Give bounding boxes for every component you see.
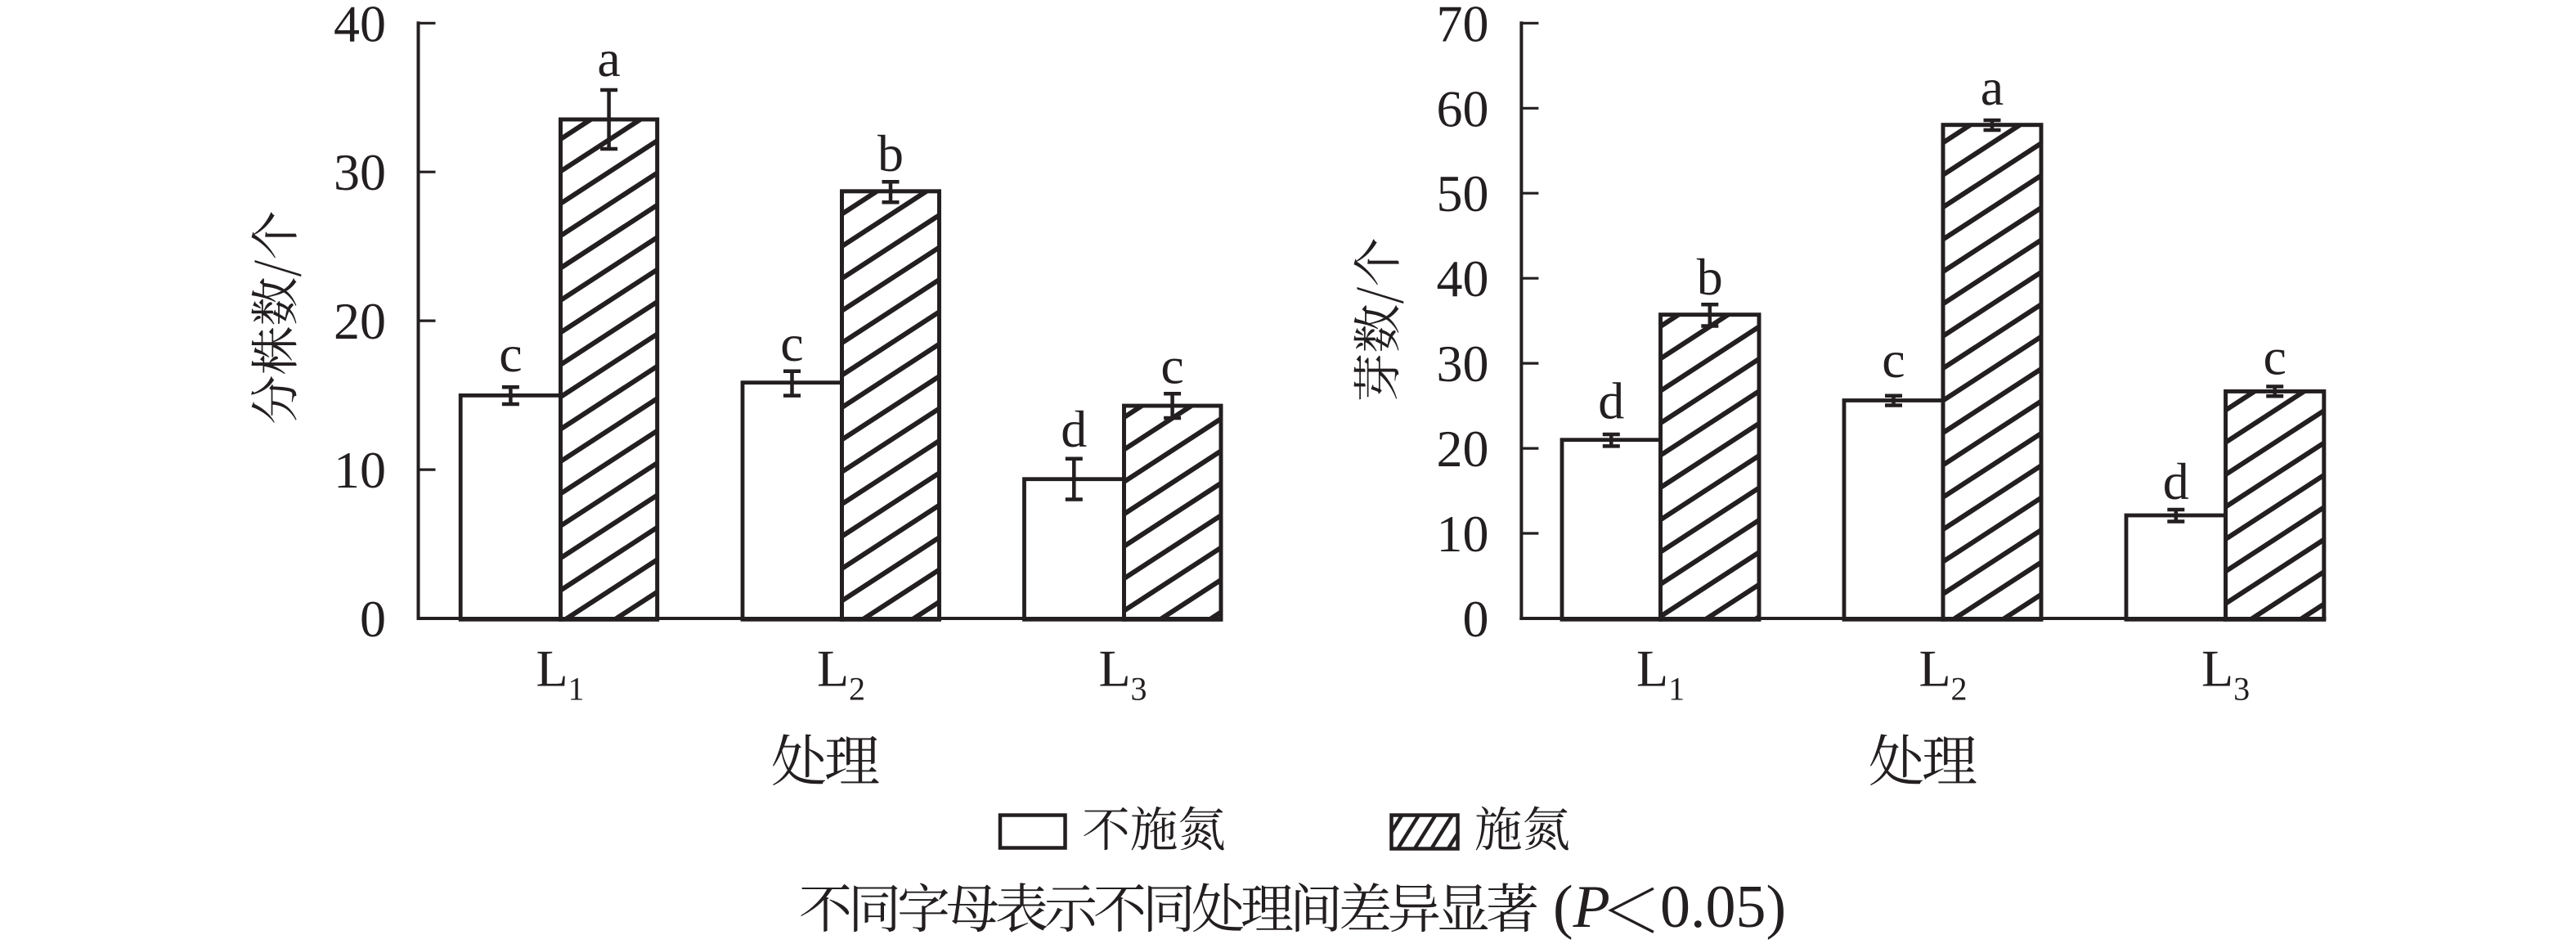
svg-text:0: 0 xyxy=(360,590,386,648)
svg-text:c: c xyxy=(780,314,803,372)
svg-text:30: 30 xyxy=(334,143,386,201)
svg-text:d: d xyxy=(1061,400,1087,458)
svg-text:60: 60 xyxy=(1437,79,1489,137)
svg-text:c: c xyxy=(2263,327,2286,385)
svg-text:b: b xyxy=(877,124,904,182)
svg-text:c: c xyxy=(499,325,522,383)
svg-text:d: d xyxy=(2163,452,2189,510)
svg-text:0.05): 0.05) xyxy=(1660,874,1786,941)
svg-text:40: 40 xyxy=(1437,249,1489,308)
svg-text:(P: (P xyxy=(1553,874,1610,941)
svg-text:40: 40 xyxy=(334,0,386,52)
svg-text:b: b xyxy=(1697,248,1723,306)
svg-text:50: 50 xyxy=(1437,164,1489,223)
svg-text:0: 0 xyxy=(1463,590,1489,648)
svg-text:a: a xyxy=(597,29,620,88)
svg-text:20: 20 xyxy=(1437,420,1489,478)
svg-text:10: 10 xyxy=(1437,505,1489,563)
svg-text:L1: L1 xyxy=(1636,640,1685,708)
svg-text:c: c xyxy=(1160,337,1183,395)
svg-text:c: c xyxy=(1882,330,1905,389)
svg-text:10: 10 xyxy=(334,441,386,499)
svg-text:d: d xyxy=(1598,372,1624,430)
svg-text:20: 20 xyxy=(334,292,386,350)
svg-text:L3: L3 xyxy=(2201,640,2250,708)
svg-text:a: a xyxy=(1981,58,2004,116)
svg-text:30: 30 xyxy=(1437,335,1489,393)
svg-text:70: 70 xyxy=(1437,0,1489,52)
